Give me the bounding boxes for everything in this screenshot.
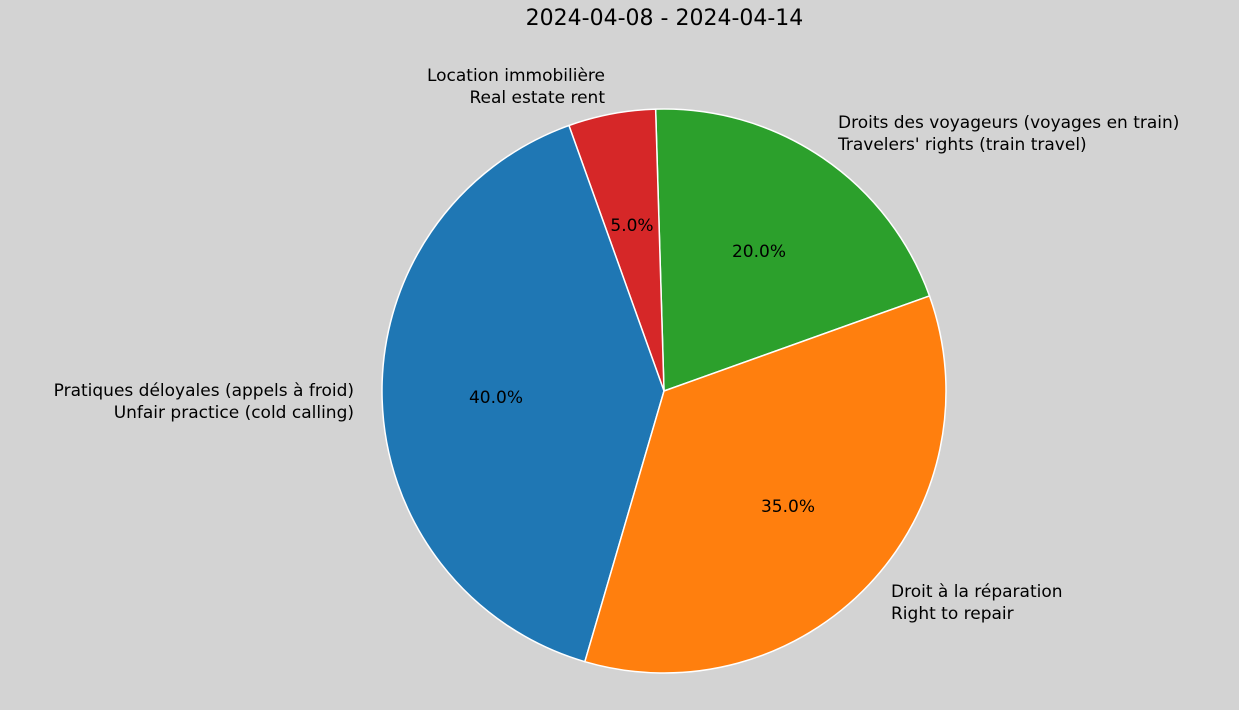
slice-label-travelers-rights: Droits des voyageurs (voyages en train) … (838, 112, 1179, 156)
pct-label-unfair-practice: 40.0% (468, 388, 524, 408)
label-en: Unfair practice (cold calling) (113, 403, 354, 423)
label-fr: Droits des voyageurs (voyages en train) (838, 113, 1180, 133)
label-fr: Droit à la réparation (891, 582, 1063, 602)
label-en: Right to repair (891, 604, 1014, 624)
label-en: Travelers' rights (train travel) (838, 135, 1087, 155)
pct-label-right-to-repair: 35.0% (760, 497, 816, 517)
slice-label-right-to-repair: Droit à la réparation Right to repair (891, 581, 1063, 625)
slice-label-real-estate-rent: Location immobilière Real estate rent (427, 65, 605, 109)
pct-label-real-estate-rent: 5.0% (610, 216, 654, 236)
slice-label-unfair-practice: Pratiques déloyales (appels à froid) Unf… (54, 380, 354, 424)
chart-title: 2024-04-08 - 2024-04-14 (525, 6, 804, 31)
label-fr: Location immobilière (426, 66, 605, 86)
pie-wedge-right-to-repair (584, 295, 947, 674)
pie-wedge-unfair-practice (381, 124, 665, 663)
pct-label-travelers-rights: 20.0% (731, 242, 787, 262)
label-fr: Pratiques déloyales (appels à froid) (53, 381, 354, 401)
label-en: Real estate rent (469, 88, 606, 108)
pie-wedge-travelers-rights (654, 108, 931, 392)
